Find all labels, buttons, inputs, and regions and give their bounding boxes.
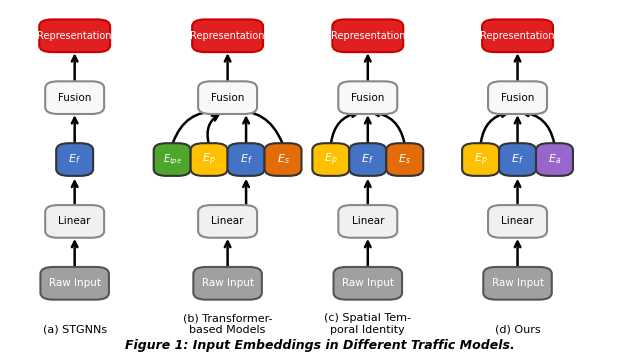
FancyBboxPatch shape — [193, 267, 262, 300]
FancyBboxPatch shape — [56, 143, 93, 176]
Text: $E_f$: $E_f$ — [240, 153, 252, 166]
FancyBboxPatch shape — [462, 143, 499, 176]
FancyBboxPatch shape — [198, 81, 257, 114]
Text: $E_{tpe}$: $E_{tpe}$ — [163, 152, 182, 167]
Text: Linear: Linear — [501, 216, 534, 226]
Text: Fusion: Fusion — [501, 93, 534, 103]
Text: $E_f$: $E_f$ — [68, 153, 81, 166]
Text: $E_p$: $E_p$ — [202, 151, 216, 168]
Text: $E_s$: $E_s$ — [276, 153, 289, 166]
FancyBboxPatch shape — [488, 81, 547, 114]
Text: (b) Transformer-
based Models: (b) Transformer- based Models — [183, 313, 273, 335]
Text: Fusion: Fusion — [58, 93, 92, 103]
Text: Linear: Linear — [58, 216, 91, 226]
Text: Linear: Linear — [211, 216, 244, 226]
FancyBboxPatch shape — [154, 143, 191, 176]
Text: Linear: Linear — [351, 216, 384, 226]
Text: Raw Input: Raw Input — [492, 278, 543, 288]
Text: $E_a$: $E_a$ — [548, 153, 561, 166]
Text: (a) STGNNs: (a) STGNNs — [43, 325, 107, 335]
Text: (c) Spatial Tem-
poral Identity: (c) Spatial Tem- poral Identity — [324, 313, 412, 335]
Text: $E_f$: $E_f$ — [511, 153, 524, 166]
FancyBboxPatch shape — [198, 205, 257, 238]
FancyBboxPatch shape — [191, 143, 228, 176]
FancyBboxPatch shape — [339, 81, 397, 114]
FancyBboxPatch shape — [40, 267, 109, 300]
FancyBboxPatch shape — [332, 19, 403, 52]
FancyBboxPatch shape — [312, 143, 349, 176]
Text: Fusion: Fusion — [351, 93, 385, 103]
FancyBboxPatch shape — [483, 267, 552, 300]
FancyBboxPatch shape — [387, 143, 423, 176]
Text: Representation: Representation — [190, 31, 265, 41]
Text: Raw Input: Raw Input — [202, 278, 253, 288]
FancyBboxPatch shape — [45, 81, 104, 114]
Text: Representation: Representation — [330, 31, 405, 41]
FancyBboxPatch shape — [39, 19, 110, 52]
FancyBboxPatch shape — [333, 267, 402, 300]
Text: $E_p$: $E_p$ — [324, 151, 338, 168]
FancyBboxPatch shape — [482, 19, 553, 52]
Text: $E_s$: $E_s$ — [398, 153, 412, 166]
Text: Figure 1: Input Embeddings in Different Traffic Models.: Figure 1: Input Embeddings in Different … — [125, 339, 515, 352]
FancyBboxPatch shape — [339, 205, 397, 238]
FancyBboxPatch shape — [228, 143, 264, 176]
FancyBboxPatch shape — [349, 143, 387, 176]
Text: Fusion: Fusion — [211, 93, 244, 103]
Text: (d) Ours: (d) Ours — [495, 325, 540, 335]
Text: $E_f$: $E_f$ — [362, 153, 374, 166]
FancyBboxPatch shape — [45, 205, 104, 238]
FancyBboxPatch shape — [499, 143, 536, 176]
Text: Representation: Representation — [480, 31, 555, 41]
FancyBboxPatch shape — [488, 205, 547, 238]
FancyBboxPatch shape — [536, 143, 573, 176]
Text: Raw Input: Raw Input — [342, 278, 394, 288]
FancyBboxPatch shape — [192, 19, 263, 52]
Text: $E_p$: $E_p$ — [474, 151, 488, 168]
Text: Raw Input: Raw Input — [49, 278, 100, 288]
Text: Representation: Representation — [37, 31, 112, 41]
FancyBboxPatch shape — [264, 143, 301, 176]
